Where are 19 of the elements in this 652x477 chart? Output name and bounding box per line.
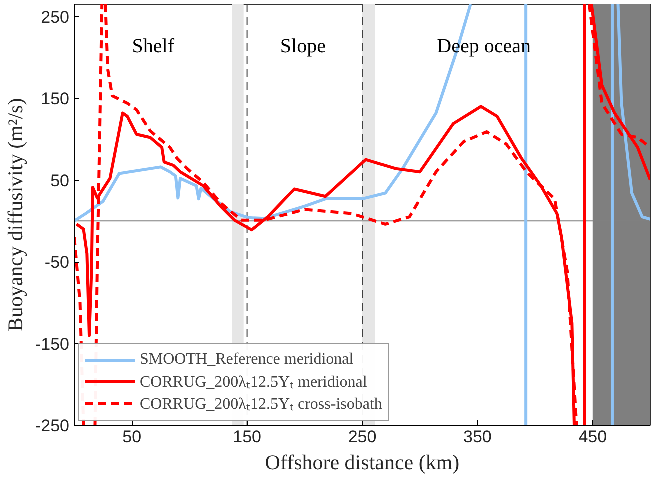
y-tick-label: 250 [41,8,70,27]
annotation: Slope [280,36,326,58]
x-tick-label: 450 [578,428,608,446]
y-tick-label: -150 [35,334,70,354]
x-axis-title: Offshore distance (km) [265,450,460,474]
x-tick-label: 350 [464,428,492,446]
annotation: Deep ocean [437,36,531,58]
legend-label: CORRUG_200λₜ12.5Yₜ meridional [140,373,368,392]
annotation: Shelf [132,36,175,58]
y-tick-label: 150 [41,90,70,109]
legend-label: SMOOTH_Reference meridional [140,351,354,369]
legend-label: CORRUG_200λₜ12.5Yₜ cross-isobath [140,395,382,414]
x-tick-label: 150 [233,428,262,446]
y-tick-label: -250 [35,416,70,436]
y-tick-label: -50 [44,253,70,272]
x-tick-label: 250 [348,428,377,446]
y-tick-label: 50 [50,171,70,190]
x-tick-label: 50 [122,428,142,446]
y-axis-title: Buoyancy diffusivity (m²/s) [3,98,28,332]
